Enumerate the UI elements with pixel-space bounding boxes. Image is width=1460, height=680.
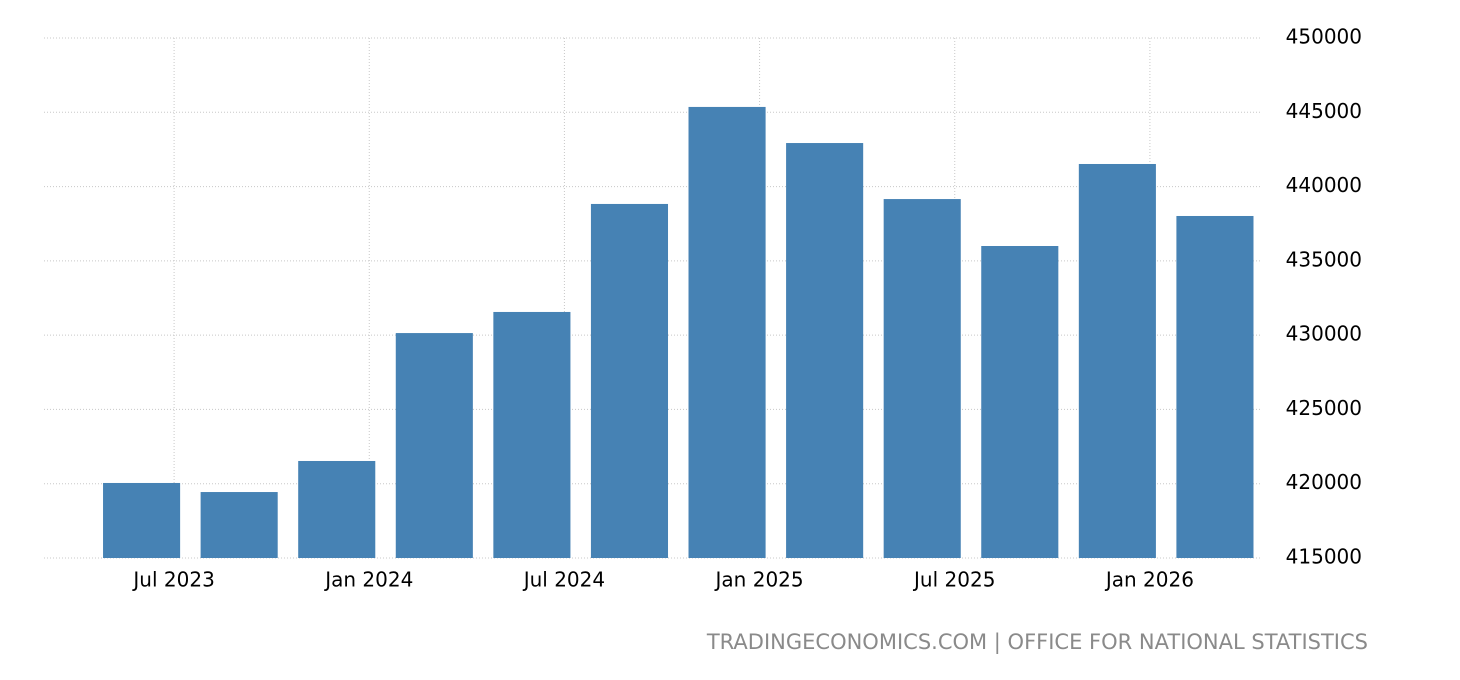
y-tick-label: 440000 — [1286, 173, 1362, 197]
bar — [395, 333, 473, 558]
bar — [786, 143, 864, 559]
y-tick-label: 450000 — [1286, 25, 1362, 49]
bar — [298, 460, 376, 558]
y-tick-label: 425000 — [1286, 396, 1362, 420]
y-tick-label: 435000 — [1286, 247, 1362, 271]
bar — [103, 482, 181, 558]
source-note: TRADINGECONOMICS.COM | OFFICE FOR NATION… — [706, 630, 1368, 655]
bar — [883, 199, 961, 558]
x-tick-label: Jan 2025 — [714, 568, 804, 592]
bar — [200, 492, 278, 558]
x-tick-label: Jul 2023 — [131, 568, 214, 592]
y-tick-label: 445000 — [1286, 99, 1362, 123]
x-tick-label: Jan 2026 — [1104, 568, 1194, 592]
y-tick-label: 420000 — [1286, 470, 1362, 494]
y-tick-label: 415000 — [1286, 545, 1362, 569]
bar — [1176, 215, 1254, 558]
bar — [590, 203, 669, 558]
x-tick-label: Jul 2025 — [912, 568, 995, 592]
bar — [688, 106, 766, 559]
bar — [1078, 163, 1156, 558]
y-tick-label: 430000 — [1286, 322, 1362, 346]
x-tick-label: Jul 2024 — [522, 568, 605, 592]
bar — [981, 246, 1059, 558]
bar — [493, 311, 571, 558]
x-tick-label: Jan 2024 — [323, 568, 413, 592]
